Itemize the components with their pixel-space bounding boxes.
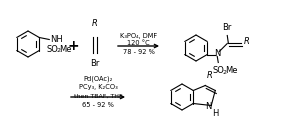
Text: Me: Me — [59, 45, 72, 54]
Text: Me: Me — [225, 66, 238, 75]
Text: R: R — [92, 19, 98, 28]
Text: N: N — [205, 102, 211, 111]
Text: +: + — [67, 39, 79, 53]
Text: PCy₃, K₂CO₃: PCy₃, K₂CO₃ — [79, 84, 118, 90]
Text: 2: 2 — [222, 70, 226, 75]
Text: K₃PO₄, DMF: K₃PO₄, DMF — [120, 33, 157, 39]
Text: 120 °C: 120 °C — [127, 40, 150, 46]
Text: Pd(OAc)₂: Pd(OAc)₂ — [83, 76, 113, 82]
Text: 78 - 92 %: 78 - 92 % — [123, 49, 154, 55]
Text: Br: Br — [90, 59, 100, 68]
Text: 65 - 92 %: 65 - 92 % — [82, 102, 114, 108]
Text: Br: Br — [223, 23, 232, 33]
Text: SO: SO — [46, 45, 58, 54]
Text: SO: SO — [212, 66, 224, 75]
Text: R: R — [207, 72, 213, 80]
Text: NH: NH — [50, 35, 63, 44]
Text: then TBAF, THF: then TBAF, THF — [74, 94, 122, 99]
Text: R: R — [244, 37, 250, 46]
Text: H: H — [212, 109, 219, 119]
Text: 2: 2 — [56, 48, 60, 53]
Text: N: N — [214, 49, 220, 58]
